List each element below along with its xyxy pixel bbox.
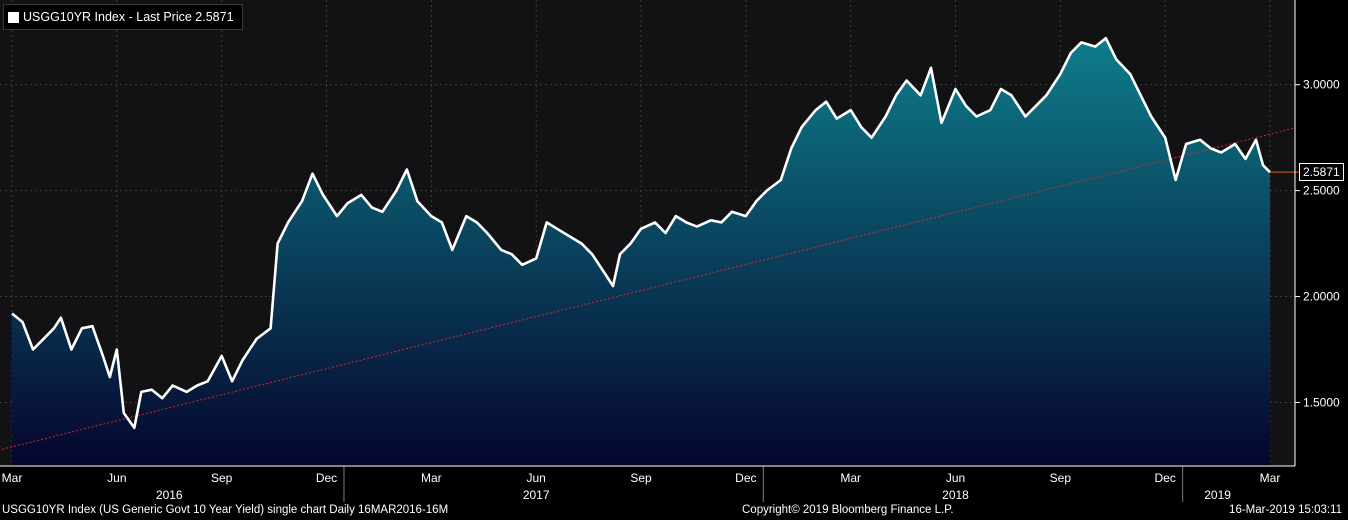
y-tick-label: 2.5000 bbox=[1303, 184, 1340, 198]
chart: 3.0000 2.5000 2.0000 1.5000 Mar Jun Sep Dec Mar J… bbox=[0, 0, 1340, 502]
x-tick-label: Dec bbox=[316, 471, 337, 485]
x-tick-label: Sep bbox=[211, 471, 233, 485]
footer: USGG10YR Index (US Generic Govt 10 Year … bbox=[0, 502, 1348, 520]
x-tick-label: Mar bbox=[2, 471, 23, 485]
footer-description: USGG10YR Index (US Generic Govt 10 Year … bbox=[2, 504, 449, 516]
year-label: 2019 bbox=[1204, 488, 1231, 502]
x-tick-label: Jun bbox=[107, 471, 126, 485]
axes: 3.0000 2.5000 2.0000 1.5000 Mar Jun Sep Dec Mar J… bbox=[0, 0, 1340, 502]
x-tick-label: Sep bbox=[630, 471, 652, 485]
trendline bbox=[0, 127, 1295, 451]
legend[interactable]: USGG10YR Index - Last Price 2.5871 bbox=[3, 4, 243, 30]
year-label: 2018 bbox=[942, 488, 969, 502]
legend-label: USGG10YR Index - Last Price 2.5871 bbox=[23, 10, 234, 24]
y-tick-label: 1.5000 bbox=[1303, 395, 1340, 409]
x-tick-label: Mar bbox=[840, 471, 861, 485]
series-area-fill bbox=[12, 38, 1270, 466]
x-tick-label: Mar bbox=[1260, 471, 1281, 485]
y-tick-label: 2.0000 bbox=[1303, 290, 1340, 304]
x-tick-label: Jun bbox=[526, 471, 545, 485]
x-tick-label: Sep bbox=[1050, 471, 1072, 485]
year-label: 2016 bbox=[156, 488, 183, 502]
footer-copyright: Copyright© 2019 Bloomberg Finance L.P. bbox=[742, 504, 954, 516]
legend-swatch bbox=[8, 11, 19, 23]
last-price-label: 2.5871 bbox=[1299, 163, 1344, 182]
x-tick-label: Dec bbox=[735, 471, 756, 485]
x-tick-label: Mar bbox=[421, 471, 442, 485]
series-line bbox=[11, 36, 1271, 430]
year-label: 2017 bbox=[523, 488, 550, 502]
y-tick-label: 3.0000 bbox=[1303, 78, 1340, 92]
x-tick-label: Jun bbox=[946, 471, 965, 485]
x-tick-label: Dec bbox=[1154, 471, 1175, 485]
footer-timestamp: 16-Mar-2019 15:03:11 bbox=[1229, 504, 1342, 516]
